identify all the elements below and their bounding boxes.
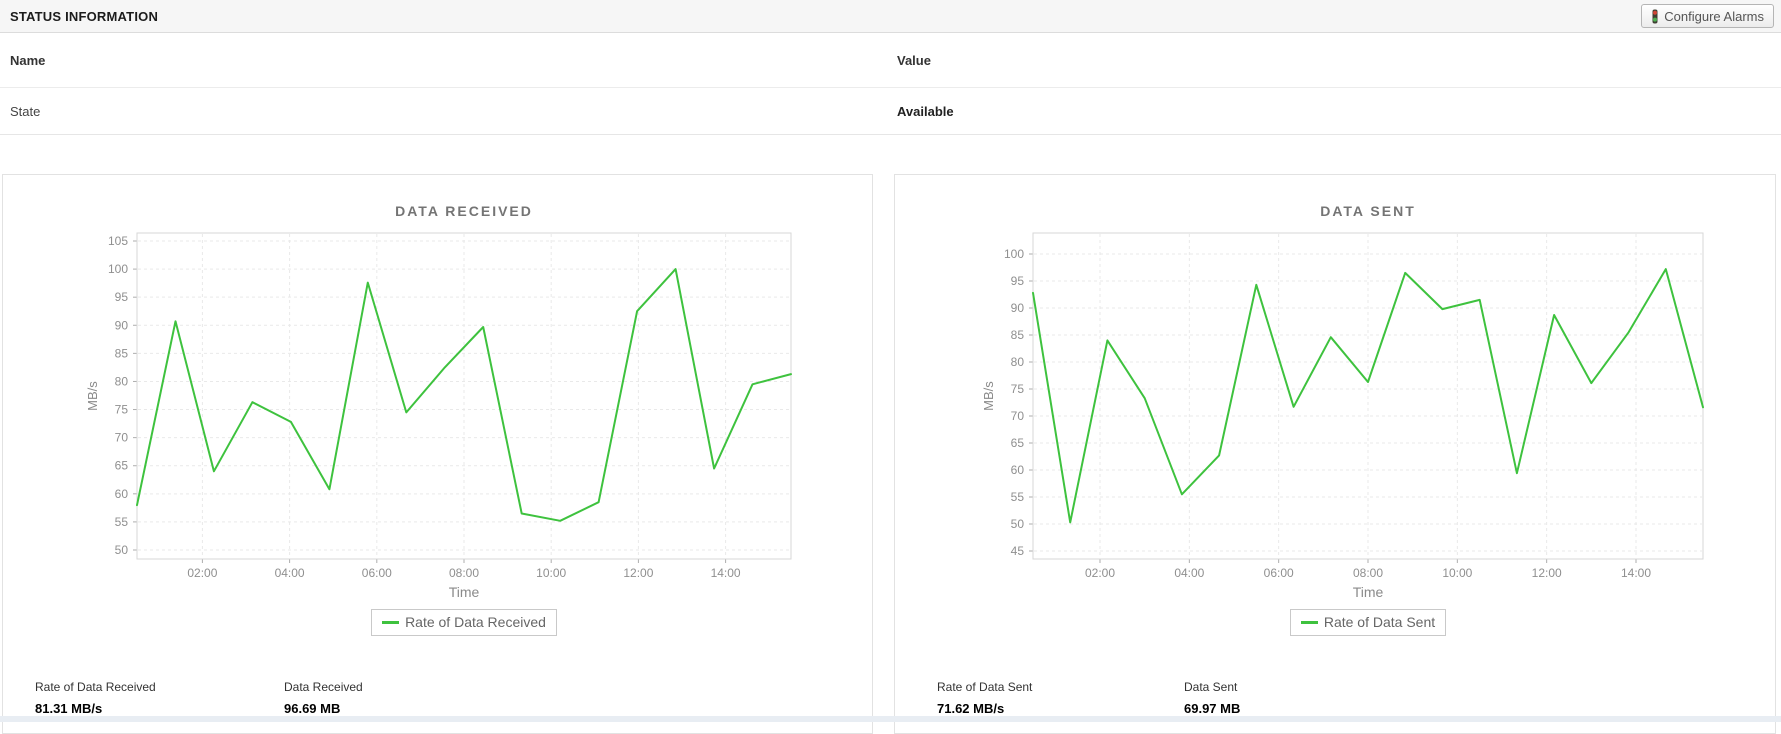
stat-value: 69.97 MB (1184, 701, 1241, 716)
svg-text:70: 70 (1011, 409, 1025, 423)
stat-label: Data Sent (1184, 680, 1238, 694)
svg-text:80: 80 (1011, 355, 1025, 369)
status-information-header-band: STATUS INFORMATION Configure Alarms (0, 0, 1781, 33)
svg-text:12:00: 12:00 (623, 566, 653, 580)
svg-text:100: 100 (108, 262, 128, 276)
svg-text:02:00: 02:00 (187, 566, 217, 580)
svg-text:75: 75 (1011, 382, 1025, 396)
svg-text:80: 80 (115, 374, 129, 388)
configure-alarms-label: Configure Alarms (1664, 8, 1764, 24)
stat-label: Data Received (284, 680, 363, 694)
svg-text:65: 65 (115, 459, 129, 473)
column-header-name: Name (10, 53, 46, 68)
traffic-light-icon (1651, 9, 1659, 24)
svg-text:04:00: 04:00 (1174, 566, 1204, 580)
svg-text:45: 45 (1011, 544, 1025, 558)
data-received-card: DATA RECEIVED 50 55 60 65 70 75 80 85 90 95 100 105… (2, 174, 873, 734)
svg-text:06:00: 06:00 (1264, 566, 1294, 580)
column-header-value: Value (897, 53, 931, 68)
svg-text:14:00: 14:00 (1621, 566, 1651, 580)
svg-text:08:00: 08:00 (1353, 566, 1383, 580)
svg-text:MB/s: MB/s (85, 381, 100, 411)
legend-data-received: Rate of Data Received (137, 609, 791, 636)
svg-text:Time: Time (449, 584, 480, 600)
svg-text:08:00: 08:00 (449, 566, 479, 580)
table-row: State Available (0, 88, 1781, 135)
svg-text:50: 50 (115, 543, 129, 557)
chart-title-data-sent: DATA SENT (1320, 203, 1416, 219)
svg-text:60: 60 (115, 487, 129, 501)
status-table: Name Value State Available (0, 34, 1781, 135)
svg-text:55: 55 (115, 515, 129, 529)
next-section-edge (0, 716, 1781, 722)
svg-text:105: 105 (108, 234, 128, 248)
stat-data-sent: Data Sent 69.97 MB (1184, 680, 1240, 716)
svg-text:65: 65 (1011, 436, 1025, 450)
svg-text:Time: Time (1353, 584, 1384, 600)
data-sent-line-chart: 45 50 55 60 65 70 75 80 85 90 95 100 02:00 04:00 06:00… (981, 232, 1704, 600)
svg-text:100: 100 (1004, 247, 1024, 261)
svg-text:10:00: 10:00 (536, 566, 566, 580)
status-row-value: Available (897, 103, 954, 119)
svg-text:70: 70 (115, 431, 129, 445)
status-row-name: State (10, 103, 41, 119)
data-sent-card: DATA SENT 45 50 55 60 65 70 75 80 85 90 95 100 02:00… (894, 174, 1776, 734)
legend-label: Rate of Data Received (405, 614, 546, 630)
stat-rate-of-data-received: Rate of Data Received 81.31 MB/s (35, 680, 156, 716)
svg-text:55: 55 (1011, 490, 1025, 504)
stat-value: 96.69 MB (284, 701, 341, 716)
svg-text:85: 85 (1011, 328, 1025, 342)
svg-text:14:00: 14:00 (711, 566, 741, 580)
chart-title-data-received: DATA RECEIVED (395, 203, 533, 219)
stat-value: 71.62 MB/s (937, 701, 1005, 716)
legend-line-marker (1300, 620, 1318, 624)
svg-text:90: 90 (115, 318, 129, 332)
svg-text:02:00: 02:00 (1085, 566, 1115, 580)
stat-data-received: Data Received 96.69 MB (284, 680, 363, 716)
svg-text:75: 75 (115, 403, 129, 417)
svg-text:90: 90 (1011, 301, 1025, 315)
svg-text:95: 95 (1011, 274, 1025, 288)
data-received-line-chart: 50 55 60 65 70 75 80 85 90 95 100 105 02:00 04:00 06:0… (85, 232, 792, 600)
svg-text:95: 95 (115, 290, 129, 304)
stat-label: Rate of Data Sent (937, 680, 1033, 694)
status-table-header-row: Name Value (0, 34, 1781, 88)
page-title: STATUS INFORMATION (10, 9, 159, 24)
stat-rate-of-data-sent: Rate of Data Sent 71.62 MB/s (937, 680, 1032, 716)
legend-data-sent: Rate of Data Sent (1033, 609, 1703, 636)
svg-text:12:00: 12:00 (1532, 566, 1562, 580)
legend-label: Rate of Data Sent (1323, 614, 1436, 630)
svg-text:50: 50 (1011, 517, 1025, 531)
svg-text:04:00: 04:00 (275, 566, 305, 580)
svg-text:MB/s: MB/s (981, 381, 996, 411)
legend-line-marker (382, 620, 400, 624)
stat-label: Rate of Data Received (35, 680, 156, 694)
stat-value: 81.31 MB/s (35, 701, 103, 716)
svg-text:06:00: 06:00 (362, 566, 392, 580)
svg-text:85: 85 (115, 346, 129, 360)
svg-text:10:00: 10:00 (1442, 566, 1472, 580)
configure-alarms-button[interactable]: Configure Alarms (1641, 4, 1774, 28)
svg-text:60: 60 (1011, 463, 1025, 477)
